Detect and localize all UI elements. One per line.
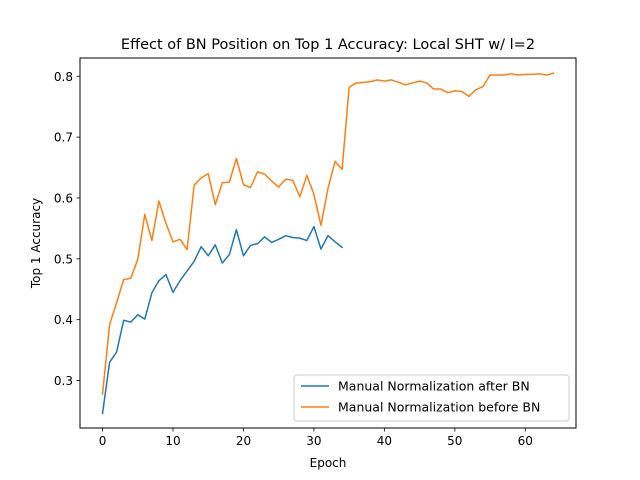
series-line-before-bn (101, 72, 555, 395)
y-tick-label: 0.3 (54, 374, 73, 388)
x-tick-label: 50 (447, 434, 462, 448)
x-tick-label: 10 (165, 434, 180, 448)
x-axis-label: Epoch (310, 456, 347, 470)
chart-title: Effect of BN Position on Top 1 Accuracy:… (121, 37, 535, 53)
series-line-after-bn (101, 225, 344, 415)
series-layer (101, 72, 555, 415)
y-tick-label: 0.8 (54, 70, 73, 84)
legend-label-before-bn: Manual Normalization before BN (338, 400, 540, 415)
x-tick-label: 0 (99, 434, 107, 448)
y-tick-label: 0.4 (54, 313, 73, 327)
ticks-layer: 0 10 20 30 40 50 60 0.3 0.4 0.5 0.6 0.7 0.8 (54, 70, 533, 448)
legend-box (293, 374, 570, 422)
y-tick-label: 0.7 (54, 131, 73, 145)
x-tick-label: 60 (518, 434, 533, 448)
y-axis-label: Top 1 Accuracy (29, 198, 43, 289)
x-tick-label: 40 (377, 434, 392, 448)
x-tick-label: 30 (306, 434, 321, 448)
y-tick-label: 0.6 (54, 191, 73, 205)
plot-area (80, 58, 576, 428)
plot-frame (79, 57, 577, 429)
x-tick-label: 20 (236, 434, 251, 448)
legend: Manual Normalization after BN Manual Nor… (293, 374, 570, 422)
legend-label-after-bn: Manual Normalization after BN (338, 379, 530, 394)
y-tick-label: 0.5 (54, 252, 73, 266)
